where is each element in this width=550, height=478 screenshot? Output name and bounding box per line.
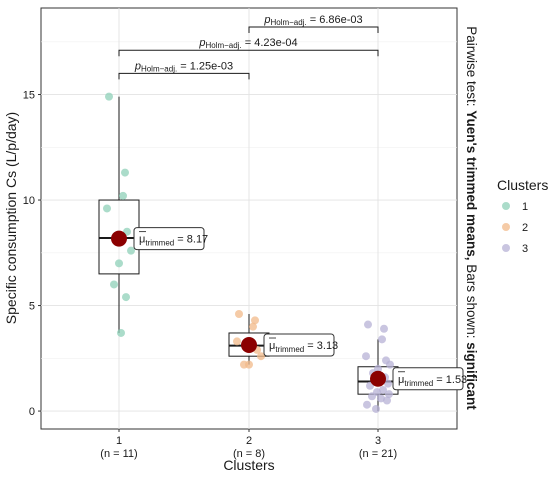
mean-label: μtrimmed = 3.13 (269, 340, 338, 354)
trimmed-mean-point (370, 370, 386, 387)
x-tick-sublabel: (n = 8) (233, 448, 265, 460)
x-axis-label: Clusters (223, 457, 274, 473)
data-point (372, 404, 380, 413)
bracket (248, 26, 379, 33)
data-point (117, 328, 125, 337)
data-point (377, 394, 385, 403)
y-tick-label: 0 (29, 406, 35, 418)
legend-swatch (502, 202, 510, 210)
data-point (363, 400, 371, 409)
bracket (118, 49, 379, 57)
data-point (103, 204, 111, 213)
data-point (362, 352, 370, 361)
significance-brackets: pHolm−adj. = 1.25e-03 pHolm−adj. = 4.23e-… (118, 14, 379, 80)
data-point (383, 396, 391, 405)
legend-swatch (502, 223, 510, 231)
mean-label-box (263, 333, 335, 357)
data-point (257, 352, 265, 361)
mean-label-box (133, 227, 205, 251)
data-point (127, 246, 135, 255)
data-point (386, 360, 394, 369)
x-tick-sublabel: (n = 11) (100, 448, 137, 460)
mean-label-box (392, 367, 464, 391)
x-tick-label: 2 (246, 435, 252, 447)
data-point (385, 390, 393, 399)
data-point (380, 324, 388, 333)
mean-label: μtrimmed = 1.53 (398, 374, 467, 388)
x-axis: 1(n = 11) 2(n = 8) 3(n = 21) (100, 429, 397, 460)
legend: Clusters 1 2 3 (497, 177, 548, 255)
data-point (364, 320, 372, 329)
mean-label: μtrimmed = 8.17 (139, 234, 208, 248)
test-caption: Pairwise test: Yuen's trimmed means, Bar… (464, 26, 479, 410)
y-tick-label: 10 (23, 195, 35, 207)
x-tick-sublabel: (n = 21) (359, 448, 397, 460)
y-axis-label: Specific consumption Cs (L/p/day) (3, 112, 19, 324)
data-point (249, 322, 257, 331)
data-point (384, 379, 392, 388)
x-tick-label: 1 (116, 435, 122, 447)
data-point (122, 293, 130, 302)
legend-label: 2 (522, 222, 528, 234)
x-tick-label: 3 (375, 435, 381, 447)
legend-title: Clusters (497, 177, 548, 193)
data-point (115, 259, 123, 268)
bracket-label: pHolm−adj. = 4.23e-04 (198, 37, 297, 50)
legend-swatch (502, 244, 510, 252)
data-point (378, 335, 386, 344)
y-axis: 0 5 10 15 (23, 90, 41, 418)
bracket (118, 72, 250, 80)
bracket-label: pHolm−adj. = 6.86e-03 (263, 14, 362, 27)
data-point (119, 191, 127, 200)
data-point (233, 337, 241, 346)
legend-label: 3 (522, 243, 528, 255)
data-point (121, 168, 129, 177)
trimmed-mean-point (241, 337, 257, 354)
legend-label: 1 (522, 201, 528, 213)
bracket-label: pHolm−adj. = 1.25e-03 (134, 60, 233, 73)
y-tick-label: 5 (29, 301, 35, 313)
trimmed-mean-point (111, 230, 127, 247)
data-point (368, 392, 376, 401)
y-tick-label: 15 (23, 90, 35, 102)
data-point (251, 316, 259, 325)
trimmed-means: μtrimmed = 8.17 μtrimmed = 3.13 μtrimmed =… (111, 227, 467, 391)
data-point (235, 309, 243, 318)
data-point (110, 280, 118, 289)
data-point (379, 385, 387, 394)
data-point (240, 360, 248, 369)
data-point (105, 92, 113, 101)
